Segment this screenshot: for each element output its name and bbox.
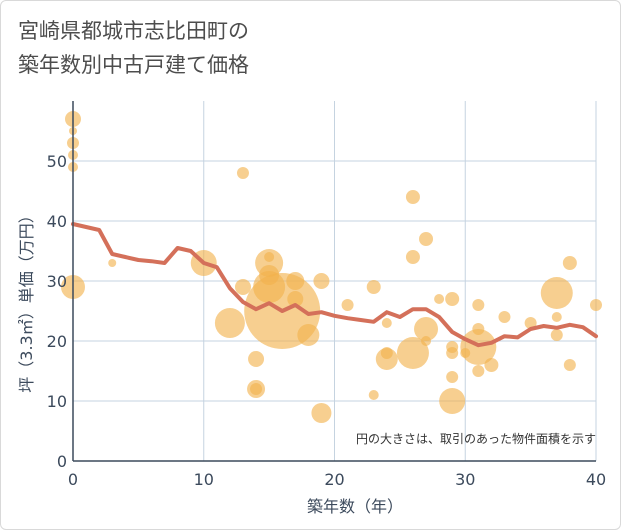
data-point: [297, 324, 320, 346]
data-point: [484, 358, 499, 372]
data-point: [540, 277, 573, 309]
x-tick-label: 20: [324, 470, 344, 489]
data-point: [472, 365, 485, 377]
data-point: [250, 383, 263, 395]
data-point: [341, 299, 354, 311]
y-tick-label: 0: [57, 452, 67, 471]
data-point: [439, 388, 466, 414]
x-tick-label: 0: [68, 470, 78, 489]
trend-line: [71, 222, 598, 348]
data-point: [405, 250, 420, 264]
data-point: [590, 299, 602, 311]
x-axis-label: 築年数（年）: [307, 497, 403, 516]
data-point: [396, 337, 429, 369]
data-point: [366, 280, 381, 294]
data-point: [313, 273, 330, 289]
data-point: [419, 232, 434, 246]
data-point: [287, 291, 304, 307]
data-point: [234, 279, 251, 295]
data-point: [214, 308, 245, 338]
data-point: [446, 347, 459, 359]
x-tick-label: 30: [455, 470, 475, 489]
chart-title-line2: 築年数別中古戸建て価格: [18, 53, 249, 77]
data-point: [498, 311, 511, 323]
data-point: [311, 403, 332, 423]
y-axis-label: 坪（3.3㎡）単価（万円）: [17, 207, 36, 392]
y-tick-label: 50: [47, 152, 67, 171]
data-point: [563, 359, 576, 371]
data-point: [381, 318, 392, 328]
data-point: [562, 256, 577, 270]
data-point: [551, 312, 562, 322]
data-point: [421, 336, 432, 346]
y-tick-label: 10: [47, 392, 67, 411]
y-tick-label: 20: [47, 332, 67, 351]
chart-title: 宮崎県都城市志比田町の 築年数別中古戸建て価格: [18, 14, 249, 82]
data-point: [446, 371, 459, 383]
y-tick-label: 30: [47, 272, 67, 291]
data-point: [375, 348, 398, 370]
x-tick-label: 10: [194, 470, 214, 489]
data-point: [286, 272, 305, 290]
x-tick-label: 40: [586, 470, 606, 489]
bubble-layer: [61, 111, 602, 423]
data-point: [368, 390, 379, 400]
data-point: [550, 329, 563, 341]
trend-layer: [71, 222, 598, 348]
grid-lines: [72, 101, 597, 462]
data-point: [248, 351, 265, 367]
data-point: [414, 317, 439, 341]
data-point: [445, 292, 460, 306]
chart-title-line1: 宮崎県都城市志比田町の: [18, 19, 249, 43]
data-point: [405, 190, 420, 204]
data-point: [434, 294, 445, 304]
data-point: [524, 317, 537, 329]
data-point: [236, 167, 249, 179]
data-point: [108, 259, 117, 267]
y-tick-label: 40: [47, 212, 67, 231]
axes: 0 10 20 30 40 0 10 20 30 40 50: [47, 101, 606, 489]
chart-note: 円の大きさは、取引のあった物件面積を示す: [356, 431, 596, 446]
data-point: [472, 299, 485, 311]
